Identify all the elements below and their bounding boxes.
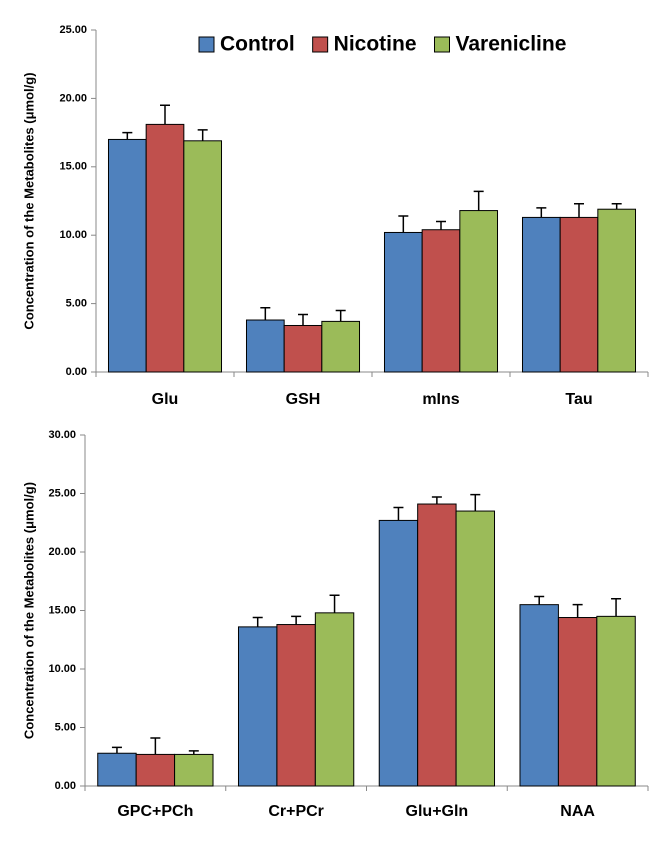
- error-bar: [335, 309, 346, 322]
- y-axis-title: Concentration of the Metabolites (μmol/g…: [21, 482, 36, 739]
- error-bar: [260, 306, 271, 321]
- bar: [559, 216, 599, 373]
- bar: [314, 612, 355, 787]
- bar: [135, 753, 176, 787]
- x-tick-label: mIns: [422, 391, 459, 408]
- legend-swatch: [198, 36, 215, 53]
- error-bar: [536, 207, 547, 218]
- error-bar: [298, 313, 308, 326]
- error-bar: [473, 190, 484, 211]
- bar: [174, 753, 214, 787]
- x-tick-label: NAA: [560, 803, 595, 820]
- y-axis-title: Concentration of the Metabolites (μmol/g…: [21, 72, 36, 329]
- y-tick-label: 25.00: [48, 487, 76, 499]
- y-tick-label: 15.00: [59, 161, 87, 173]
- x-tick-label: Cr+PCr: [268, 803, 324, 820]
- bar: [245, 319, 285, 373]
- error-bar: [111, 746, 122, 754]
- y-tick-label: 20.00: [48, 546, 76, 558]
- legend-swatch: [312, 36, 329, 53]
- error-bar: [431, 496, 442, 505]
- bar: [378, 519, 419, 787]
- y-tick-label: 20.00: [59, 92, 87, 104]
- bar: [417, 503, 457, 787]
- error-bar: [398, 215, 409, 233]
- bar: [557, 617, 598, 787]
- bar: [107, 138, 147, 373]
- error-bar: [197, 129, 208, 141]
- error-bar: [150, 737, 161, 755]
- y-tick-label: 15.00: [48, 604, 76, 616]
- error-bar: [252, 616, 263, 627]
- y-tick-label: 5.00: [55, 721, 76, 733]
- y-tick-label: 25.00: [59, 24, 87, 36]
- bar: [459, 210, 499, 373]
- x-tick-label: Glu+Gln: [406, 803, 469, 820]
- legend-label: Control: [220, 33, 295, 56]
- y-tick-label: 0.00: [55, 780, 76, 792]
- bar: [521, 216, 561, 373]
- y-tick-label: 0.00: [66, 366, 87, 378]
- bar: [596, 615, 636, 787]
- error-bar: [470, 493, 481, 512]
- bar: [276, 624, 316, 787]
- x-tick-label: GPC+PCh: [117, 803, 193, 820]
- bar: [283, 324, 323, 373]
- bar: [421, 229, 461, 373]
- y-tick-label: 5.00: [66, 298, 87, 310]
- error-bar: [534, 595, 545, 605]
- bar: [237, 626, 278, 787]
- error-bar: [572, 603, 583, 618]
- error-bar: [611, 598, 622, 617]
- bar: [597, 208, 637, 373]
- y-tick-label: 10.00: [48, 663, 76, 675]
- bar: [383, 231, 423, 373]
- bar: [455, 510, 496, 787]
- error-bar: [291, 615, 302, 625]
- y-tick-label: 10.00: [59, 229, 87, 241]
- error-bar: [188, 750, 199, 755]
- error-bar: [122, 131, 133, 140]
- error-bar: [329, 594, 340, 613]
- bar: [145, 123, 185, 373]
- bar: [183, 140, 223, 373]
- error-bar: [436, 220, 446, 230]
- bar: [321, 320, 361, 373]
- error-bar: [160, 104, 170, 125]
- x-tick-label: Glu: [152, 391, 179, 408]
- error-bar: [393, 506, 404, 521]
- legend-label: Varenicline: [456, 33, 567, 56]
- y-tick-label: 30.00: [48, 429, 76, 441]
- x-tick-label: Tau: [565, 391, 592, 408]
- legend-swatch: [434, 36, 450, 53]
- error-bar: [611, 202, 622, 210]
- bar: [519, 604, 559, 787]
- x-tick-label: GSH: [286, 391, 321, 408]
- error-bar: [574, 202, 584, 218]
- bar: [97, 752, 137, 787]
- legend-label: Nicotine: [334, 33, 417, 56]
